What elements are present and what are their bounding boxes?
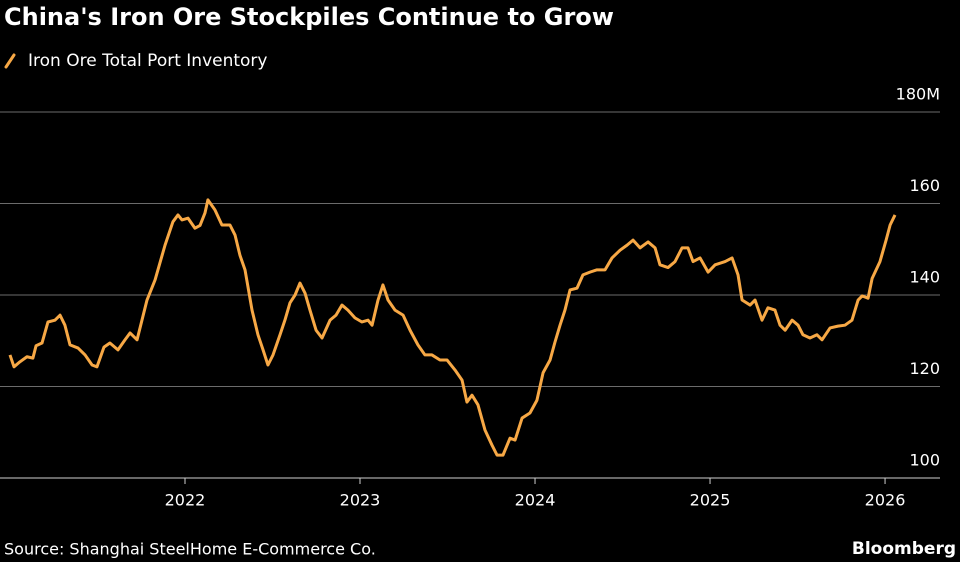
x-tick-label: 2025	[690, 491, 731, 510]
chart-title: China's Iron Ore Stockpiles Continue to …	[4, 3, 614, 31]
x-tick-label: 2026	[865, 491, 906, 510]
y-tick-label: 180M	[896, 85, 940, 104]
y-tick-label: 100	[909, 451, 940, 470]
y-tick-label: 160	[909, 176, 940, 195]
legend-label: Iron Ore Total Port Inventory	[28, 51, 267, 71]
x-tick-label: 2024	[515, 491, 556, 510]
data-line	[8, 198, 897, 457]
x-tick-label: 2023	[340, 491, 381, 510]
logo: Bloomberg	[852, 539, 956, 559]
y-tick-label: 120	[909, 359, 940, 378]
legend-swatch	[4, 53, 16, 69]
x-tick-label: 2022	[165, 491, 206, 510]
source: Source: Shanghai SteelHome E-Commerce Co…	[4, 540, 376, 559]
y-tick-label: 140	[909, 268, 940, 287]
